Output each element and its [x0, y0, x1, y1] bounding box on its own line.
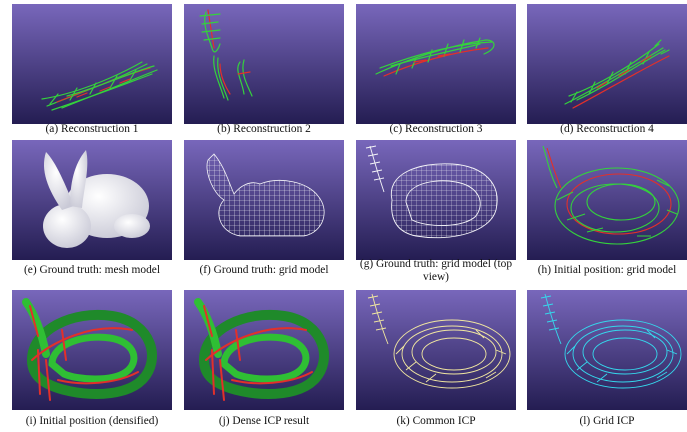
panel-l [527, 290, 687, 410]
panel-k [356, 290, 516, 410]
panel-f [184, 140, 344, 260]
panel-b [184, 4, 344, 124]
caption-c: (c) Reconstruction 3 [389, 123, 483, 135]
caption-h: (h) Initial position: grid model [537, 264, 677, 276]
caption-k: (k) Common ICP [396, 415, 476, 427]
caption-f: (f) Ground truth: grid model [199, 264, 329, 276]
caption-b: (b) Reconstruction 2 [217, 123, 311, 135]
caption-g: (g) Ground truth: grid model (top view) [359, 258, 513, 283]
caption-a: (a) Reconstruction 1 [45, 123, 139, 135]
panel-h [527, 140, 687, 260]
caption-d: (d) Reconstruction 4 [560, 123, 654, 135]
panel-i [12, 290, 172, 410]
caption-l: (l) Grid ICP [579, 415, 635, 427]
caption-i: (i) Initial position (densified) [25, 415, 159, 427]
panel-c [356, 4, 516, 124]
panel-g [356, 140, 516, 260]
panel-j [184, 290, 344, 410]
caption-e: (e) Ground truth: mesh model [23, 264, 161, 276]
panel-e [12, 140, 172, 260]
panel-a [12, 4, 172, 124]
caption-j: (j) Dense ICP result [218, 415, 310, 427]
panel-d [527, 4, 687, 124]
